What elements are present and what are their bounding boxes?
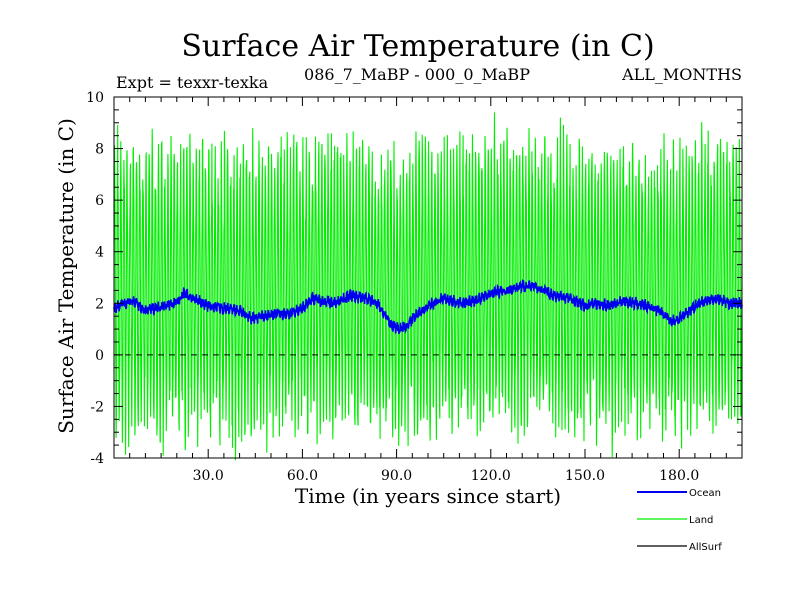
ocean-line — [113, 279, 743, 335]
series-ocean — [113, 279, 743, 335]
y-tick-label: 2 — [95, 296, 104, 312]
legend-label-ocean: Ocean — [689, 488, 721, 499]
x-axis-ticks: 30.0 60.0 90.0 120.0 150.0 180.0 — [129, 97, 727, 484]
series-land — [113, 112, 743, 461]
subtitle-period: 086_7_MaBP - 000_0_MaBP — [304, 65, 530, 84]
chart-title: Surface Air Temperature (in C) — [181, 29, 654, 64]
y-tick-label: -2 — [90, 399, 104, 415]
x-axis-label: Time (in years since start) — [295, 484, 561, 508]
y-tick-label: 4 — [95, 245, 104, 261]
x-tick-label: 60.0 — [287, 468, 318, 484]
legend-label-allsurf: AllSurf — [689, 542, 722, 553]
subtitle-months: ALL_MONTHS — [621, 65, 742, 84]
x-tick-label: 90.0 — [381, 468, 412, 484]
legend-label-land: Land — [689, 515, 713, 526]
land-line — [113, 112, 743, 461]
y-tick-label: 10 — [86, 90, 104, 106]
x-tick-label: 180.0 — [659, 468, 699, 484]
x-tick-label: 150.0 — [565, 468, 605, 484]
x-tick-label: 120.0 — [471, 468, 511, 484]
legend: Ocean Land AllSurf — [637, 488, 722, 553]
y-tick-label: 8 — [95, 142, 104, 158]
y-axis-label: Surface Air Temperature (in C) — [54, 118, 78, 434]
y-tick-label: -4 — [90, 451, 104, 467]
x-tick-label: 30.0 — [193, 468, 224, 484]
y-tick-label: 0 — [95, 348, 104, 364]
subtitle-experiment: Expt = texxr-texka — [116, 73, 269, 92]
y-axis-ticks: -4 -2 0 2 4 6 8 10 — [86, 90, 742, 467]
y-tick-label: 6 — [95, 193, 104, 209]
